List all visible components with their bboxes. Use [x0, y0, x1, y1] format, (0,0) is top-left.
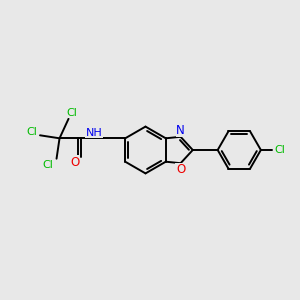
Text: NH: NH: [86, 128, 103, 138]
Text: Cl: Cl: [274, 145, 285, 155]
Text: O: O: [70, 156, 79, 169]
Text: Cl: Cl: [66, 108, 77, 118]
Text: O: O: [176, 163, 185, 176]
Text: Cl: Cl: [26, 127, 37, 137]
Text: Cl: Cl: [43, 160, 54, 170]
Text: N: N: [176, 124, 185, 137]
